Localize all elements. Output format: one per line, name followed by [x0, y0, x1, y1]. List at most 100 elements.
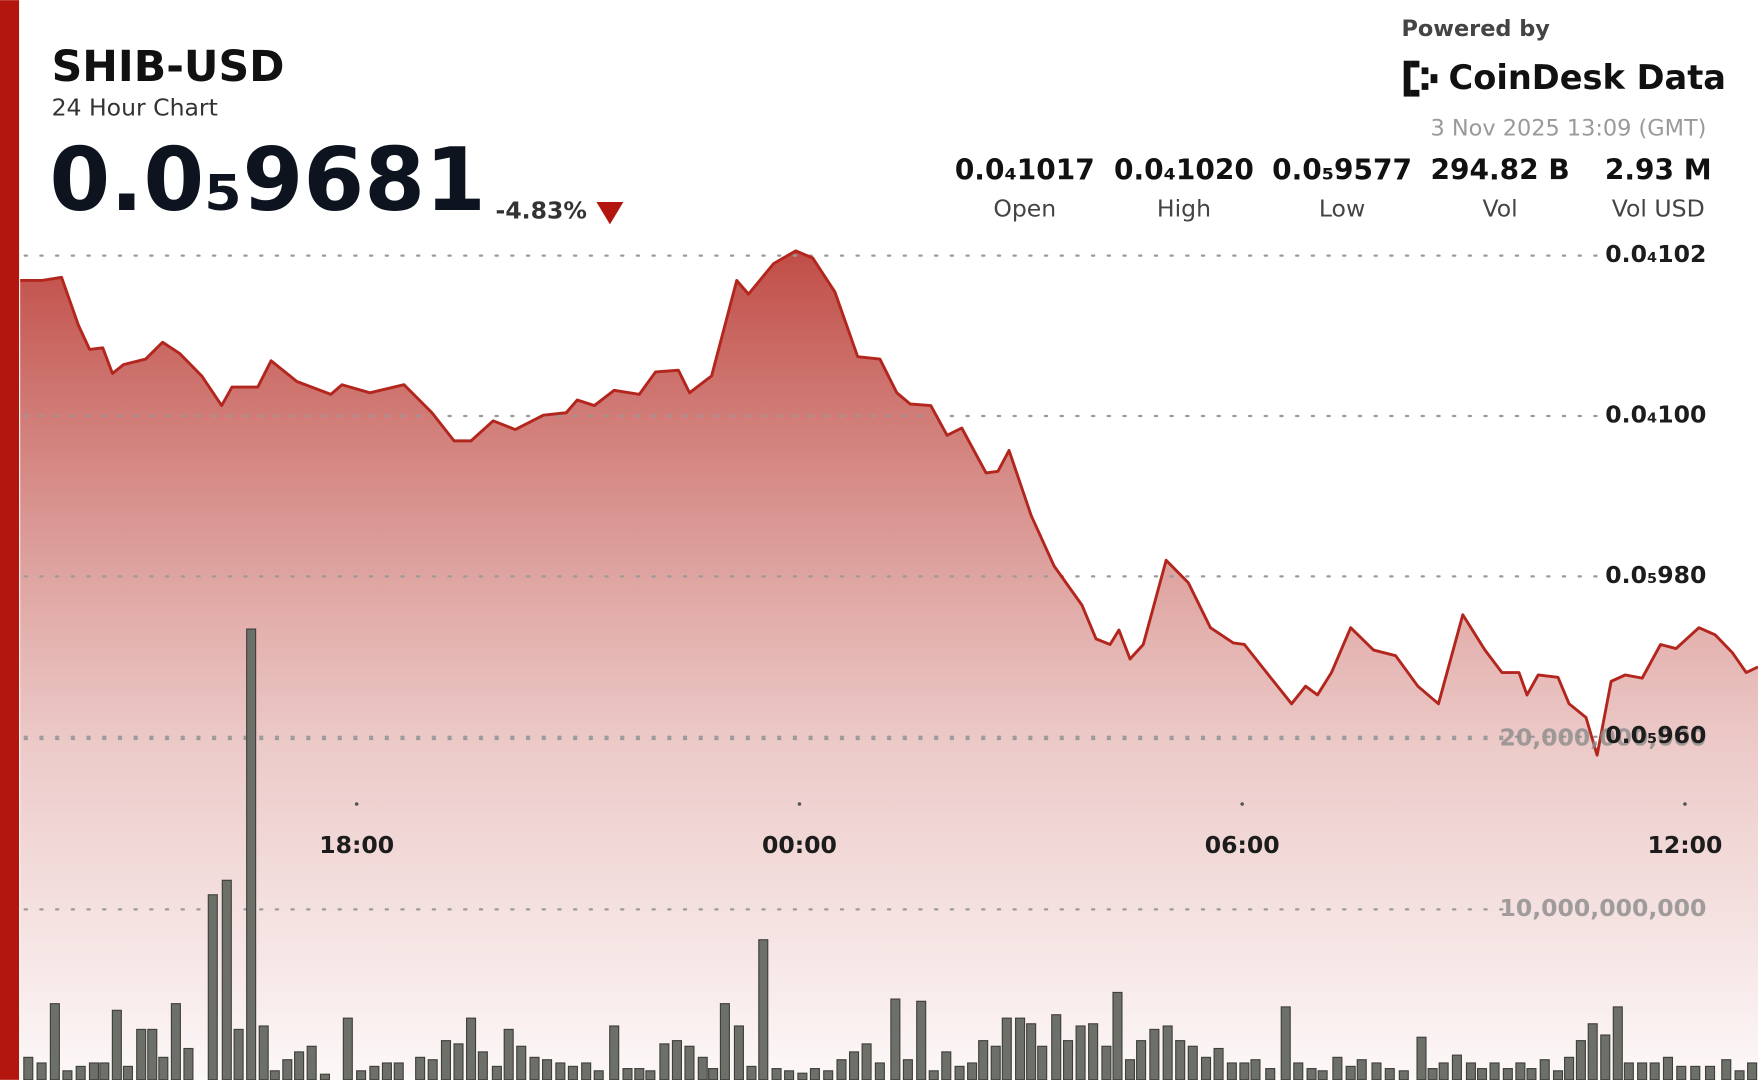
- volume-bar: [207, 894, 218, 1080]
- volume-bar: [1345, 1065, 1356, 1080]
- volume-bar: [282, 1059, 293, 1080]
- volume-bar: [1476, 1068, 1488, 1080]
- volume-bar: [62, 1070, 73, 1080]
- volume-bar: [477, 1051, 488, 1080]
- y-tick-label: 0.0₄100: [1605, 400, 1706, 428]
- stat-value: 0.0₅9577: [1272, 154, 1412, 187]
- volume-bar: [634, 1068, 645, 1080]
- volume-bar: [645, 1070, 656, 1080]
- volume-bar: [1623, 1062, 1634, 1080]
- volume-bar: [147, 1028, 158, 1080]
- volume-bar: [771, 1068, 782, 1080]
- volume-bar: [1676, 1065, 1687, 1080]
- area-fill: [20, 250, 1758, 1080]
- chart-title: SHIB-USD: [52, 42, 285, 92]
- volume-bar: [567, 1065, 578, 1080]
- volume-bar: [1026, 1023, 1037, 1080]
- volume-bar: [1162, 1025, 1173, 1080]
- volume-bar: [183, 1047, 194, 1080]
- volume-bar: [1280, 1006, 1291, 1080]
- stat-value: 294.82 B: [1431, 154, 1570, 187]
- volume-bar: [1552, 1070, 1564, 1080]
- stat-label: Vol USD: [1612, 194, 1705, 222]
- volume-bar: [1416, 1036, 1427, 1080]
- plot-area: 10,000,000,000 20,000,000,000 0.0₄102 0.0₄1…: [20, 240, 1758, 1080]
- volume-bar: [294, 1051, 305, 1080]
- volume-bar: [529, 1056, 540, 1080]
- y2-tick-label: 10,000,000,000: [1500, 894, 1707, 922]
- x-tick-label: 00:00: [762, 831, 837, 859]
- volume-bar: [1662, 1056, 1674, 1080]
- volume-bar: [1575, 1040, 1586, 1080]
- volume-bar: [99, 1062, 110, 1080]
- volume-bar: [23, 1056, 34, 1080]
- volume-bar: [1293, 1062, 1304, 1080]
- volume-bar: [1465, 1062, 1476, 1080]
- volume-bar: [941, 1051, 952, 1080]
- volume-bar: [221, 879, 232, 1080]
- volume-bar: [269, 1070, 280, 1080]
- volume-bar: [848, 1051, 860, 1080]
- volume-bar: [874, 1062, 885, 1080]
- volume-bar: [784, 1070, 795, 1080]
- volume-bar: [170, 1003, 181, 1080]
- volume-bar: [1149, 1028, 1160, 1080]
- x-tick-label: 06:00: [1205, 831, 1280, 859]
- volume-bar: [158, 1056, 169, 1080]
- volume-bar: [809, 1068, 820, 1080]
- volume-bar: [978, 1040, 989, 1080]
- volume-bar: [861, 1043, 872, 1080]
- accent-bar: [0, 0, 20, 1080]
- stat-label: Open: [993, 194, 1056, 222]
- volume-bar: [797, 1072, 808, 1080]
- volume-bar: [122, 1065, 133, 1080]
- volume-bar: [1239, 1062, 1250, 1080]
- volume-bar: [369, 1065, 380, 1080]
- volume-bar: [1015, 1017, 1026, 1080]
- volume-bar: [1265, 1068, 1276, 1080]
- volume-bar: [415, 1056, 426, 1080]
- volume-bar: [1734, 1070, 1745, 1080]
- volume-bar: [393, 1062, 404, 1080]
- stat-value: 0.0₄1017: [955, 154, 1095, 187]
- x-tick-mark: [1240, 802, 1244, 806]
- volume-bar: [1489, 1062, 1500, 1080]
- volume-bar: [1200, 1056, 1212, 1080]
- y2-tick-label: 20,000,000,000: [1500, 724, 1707, 752]
- volume-bar: [36, 1062, 47, 1080]
- volume-bar: [1136, 1040, 1147, 1080]
- volume-bar: [1637, 1062, 1648, 1080]
- volume-bar: [1124, 1059, 1136, 1080]
- volume-bar: [1690, 1065, 1701, 1080]
- down-arrow: [596, 201, 624, 225]
- volume-bar: [890, 998, 901, 1080]
- volume-bar: [356, 1070, 367, 1080]
- volume-bar: [306, 1045, 317, 1080]
- volume-bar: [1502, 1068, 1513, 1080]
- volume-bar: [671, 1040, 682, 1080]
- volume-bar: [967, 1062, 978, 1080]
- volume-bar: [1332, 1056, 1343, 1080]
- price-line: [20, 249, 1758, 757]
- volume-bar: [1088, 1023, 1099, 1080]
- price-change: -4.83%: [496, 197, 587, 225]
- volume-bar: [1747, 1062, 1758, 1080]
- volume-bar: [708, 1068, 719, 1080]
- volume-bar: [1564, 1056, 1575, 1080]
- stats: 0.0₄1017 Open 0.0₄1020 High 0.0₅9577 Low 294.8…: [955, 154, 1712, 223]
- x-tick-mark: [1683, 802, 1687, 806]
- volume-bar: [1001, 1017, 1012, 1080]
- volume-bar: [954, 1065, 965, 1080]
- volume-bar: [1062, 1040, 1074, 1080]
- volume-bar: [49, 1003, 60, 1080]
- volume-bar: [1612, 1006, 1623, 1080]
- volume-bar: [440, 1040, 452, 1080]
- volume-bar: [684, 1045, 695, 1080]
- stat-label: High: [1157, 194, 1211, 222]
- volume-bar: [516, 1045, 527, 1080]
- volume-bar: [88, 1062, 100, 1080]
- volume-bar: [1721, 1059, 1732, 1080]
- volume-bar: [990, 1045, 1001, 1080]
